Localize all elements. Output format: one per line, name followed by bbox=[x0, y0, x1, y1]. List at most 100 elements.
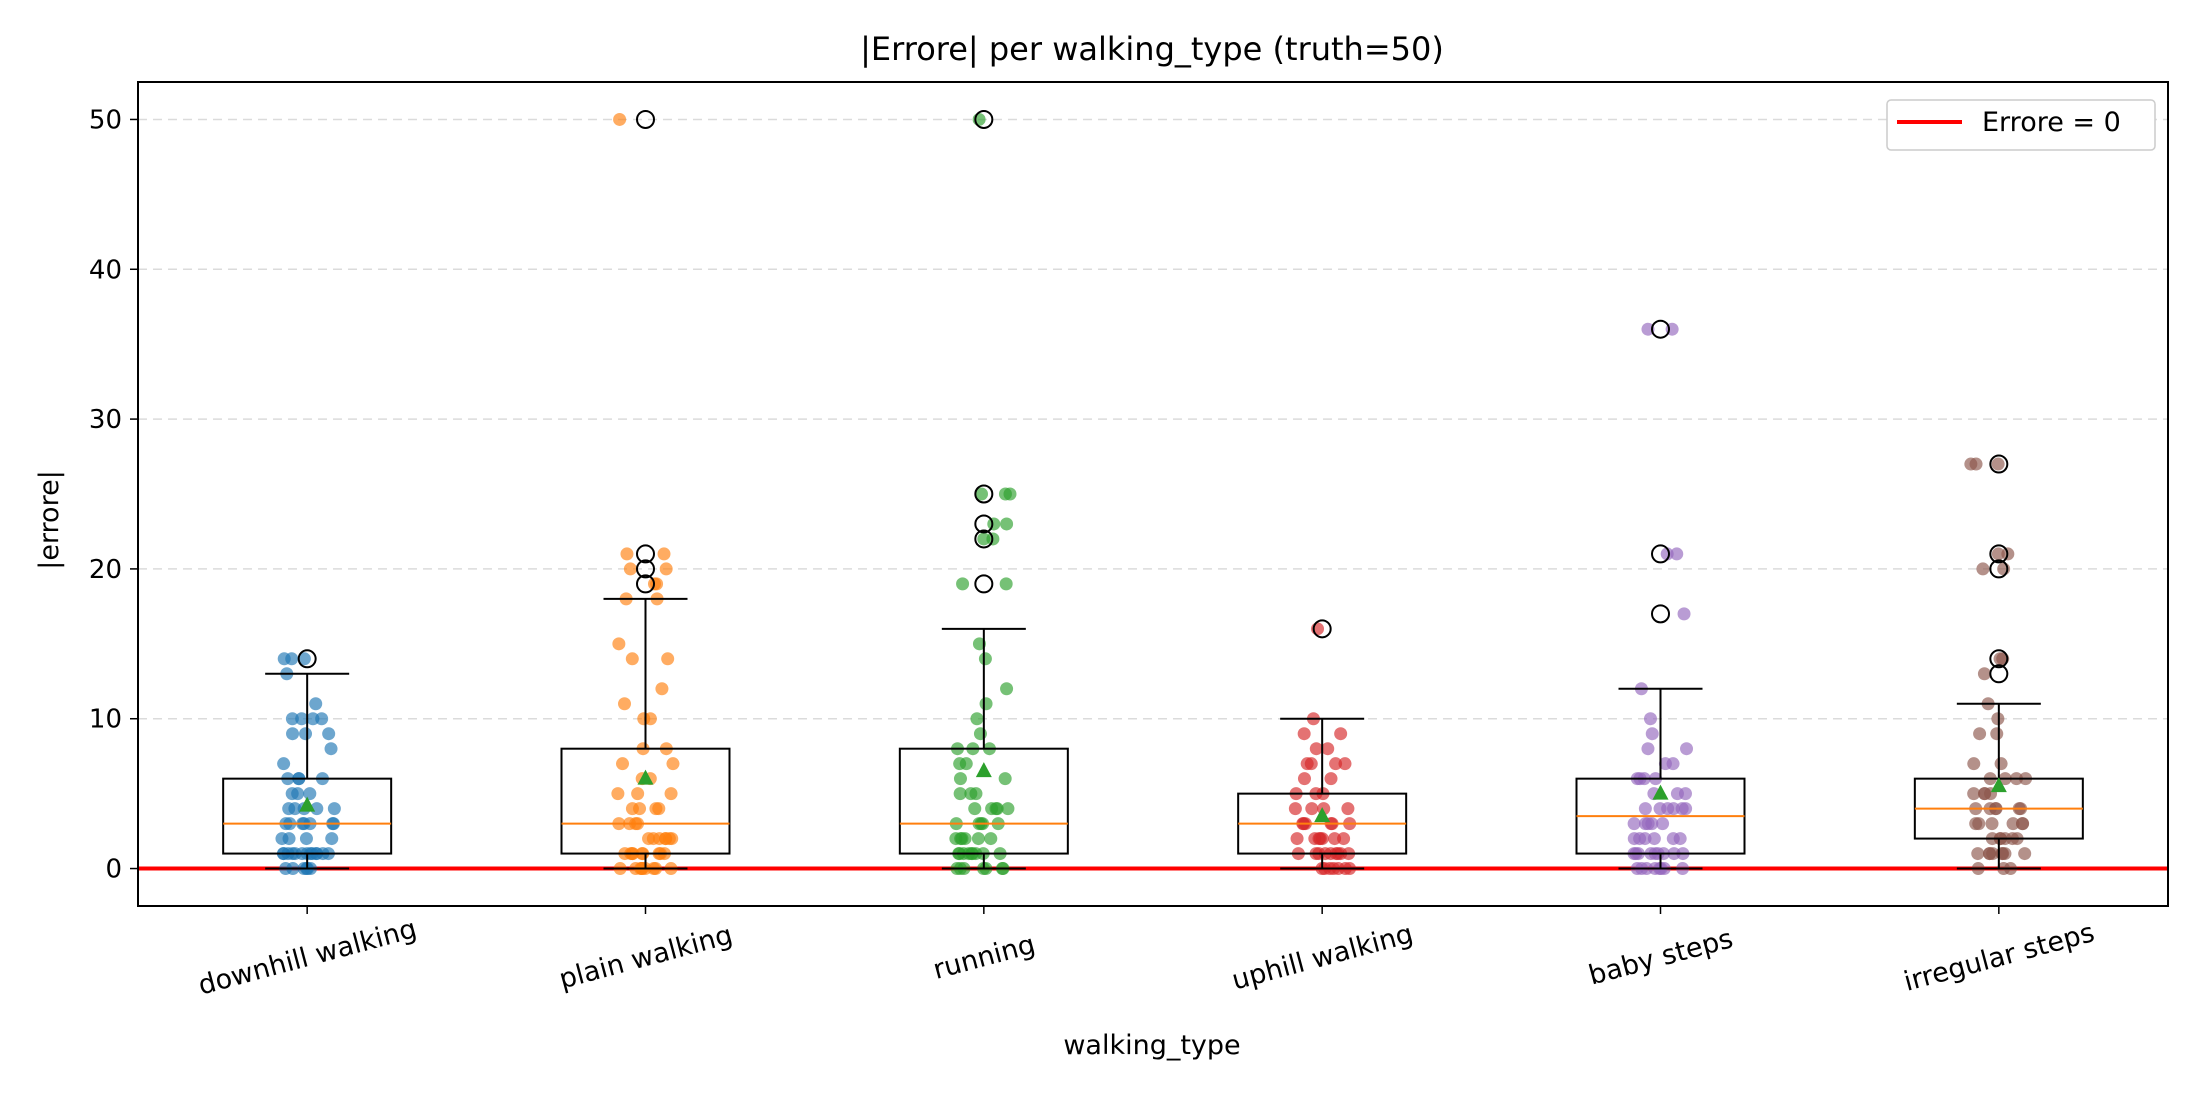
mean-marker bbox=[1990, 777, 2007, 793]
data-point bbox=[310, 802, 324, 816]
outlier-marker bbox=[636, 544, 655, 564]
data-point bbox=[1633, 832, 1647, 846]
data-point bbox=[625, 652, 639, 666]
data-point bbox=[2006, 817, 2020, 831]
data-point bbox=[297, 652, 311, 666]
outlier-marker bbox=[974, 484, 994, 504]
y-tick-label: 0 bbox=[105, 855, 122, 885]
data-point bbox=[295, 712, 309, 726]
data-point bbox=[657, 547, 671, 561]
data-point bbox=[1297, 772, 1311, 786]
data-point bbox=[1972, 817, 1986, 831]
data-point bbox=[1328, 832, 1342, 846]
data-point bbox=[998, 772, 1012, 786]
data-point bbox=[324, 742, 338, 756]
data-point bbox=[1986, 847, 2000, 861]
data-point bbox=[1977, 667, 1991, 681]
data-point bbox=[1309, 742, 1323, 756]
data-point bbox=[1967, 787, 1981, 801]
outlier-marker bbox=[636, 109, 655, 129]
data-point bbox=[275, 832, 289, 846]
outlier-marker bbox=[1651, 604, 1670, 624]
data-point bbox=[664, 787, 678, 801]
data-point bbox=[659, 562, 673, 576]
data-point bbox=[1000, 517, 1014, 531]
x-tick-label: plain walking bbox=[556, 919, 736, 995]
data-point bbox=[1991, 547, 2005, 561]
outlier-marker bbox=[1312, 619, 1332, 639]
data-point bbox=[327, 802, 341, 816]
y-axis-label: |errore| bbox=[34, 470, 65, 570]
data-point bbox=[618, 697, 632, 711]
data-point bbox=[984, 832, 998, 846]
data-point bbox=[277, 652, 291, 666]
data-point bbox=[1976, 562, 1990, 576]
outlier-marker bbox=[1989, 664, 2009, 684]
data-point bbox=[971, 832, 985, 846]
data-point bbox=[985, 802, 999, 816]
data-point bbox=[1329, 757, 1343, 771]
data-point bbox=[1000, 682, 1014, 696]
data-point bbox=[953, 772, 967, 786]
data-point bbox=[979, 697, 993, 711]
boxplots bbox=[222, 109, 2084, 870]
data-point bbox=[1645, 727, 1659, 741]
x-tick-label: running bbox=[930, 929, 1039, 986]
legend: Errore = 0 bbox=[1886, 99, 2156, 151]
data-point bbox=[1670, 787, 1684, 801]
data-point bbox=[1288, 802, 1302, 816]
data-point bbox=[987, 517, 1001, 531]
data-point bbox=[1641, 322, 1655, 336]
y-tick-label: 40 bbox=[89, 255, 122, 285]
data-point bbox=[998, 487, 1012, 501]
data-point bbox=[1994, 757, 2008, 771]
y-tick-label: 30 bbox=[89, 405, 122, 435]
data-point bbox=[291, 787, 305, 801]
data-point bbox=[1643, 712, 1657, 726]
plot-frame bbox=[137, 81, 2169, 907]
data-point bbox=[968, 802, 982, 816]
data-point bbox=[613, 112, 627, 126]
data-point bbox=[631, 787, 645, 801]
data-point bbox=[1305, 802, 1319, 816]
y-tick-label: 50 bbox=[89, 105, 122, 135]
data-point bbox=[325, 832, 339, 846]
data-point bbox=[1641, 742, 1655, 756]
y-tick-label: 20 bbox=[89, 555, 122, 585]
data-point bbox=[1313, 832, 1327, 846]
data-point bbox=[1680, 742, 1694, 756]
data-point bbox=[315, 712, 329, 726]
data-point bbox=[975, 487, 989, 501]
data-point bbox=[1638, 817, 1652, 831]
data-point bbox=[1337, 832, 1351, 846]
x-tick-label: baby steps bbox=[1585, 923, 1736, 991]
data-point bbox=[637, 712, 651, 726]
x-tick-label: uphill walking bbox=[1229, 918, 1417, 996]
data-point bbox=[282, 802, 296, 816]
legend-label: Errore = 0 bbox=[1982, 107, 2121, 138]
legend-frame bbox=[1886, 99, 2156, 151]
data-point bbox=[977, 532, 991, 546]
data-point bbox=[1985, 817, 1999, 831]
data-point bbox=[959, 757, 973, 771]
data-point bbox=[612, 637, 626, 651]
outlier-marker bbox=[974, 574, 994, 594]
data-point bbox=[1679, 802, 1693, 816]
grid-lines bbox=[138, 118, 2168, 870]
chart-title: |Errore| per walking_type (truth=50) bbox=[860, 30, 1444, 68]
data-point bbox=[1638, 802, 1652, 816]
data-point bbox=[1677, 607, 1691, 621]
mean-marker bbox=[1314, 807, 1331, 823]
data-point bbox=[655, 682, 669, 696]
x-tick-label: irregular steps bbox=[1901, 917, 2098, 998]
data-point bbox=[1321, 742, 1335, 756]
outlier-marker bbox=[974, 514, 994, 534]
data-point bbox=[1324, 772, 1338, 786]
data-point bbox=[1971, 847, 1985, 861]
data-point bbox=[616, 757, 630, 771]
outlier-marker bbox=[636, 574, 655, 594]
data-point bbox=[652, 802, 666, 816]
data-point bbox=[309, 697, 323, 711]
data-point bbox=[1990, 727, 2004, 741]
